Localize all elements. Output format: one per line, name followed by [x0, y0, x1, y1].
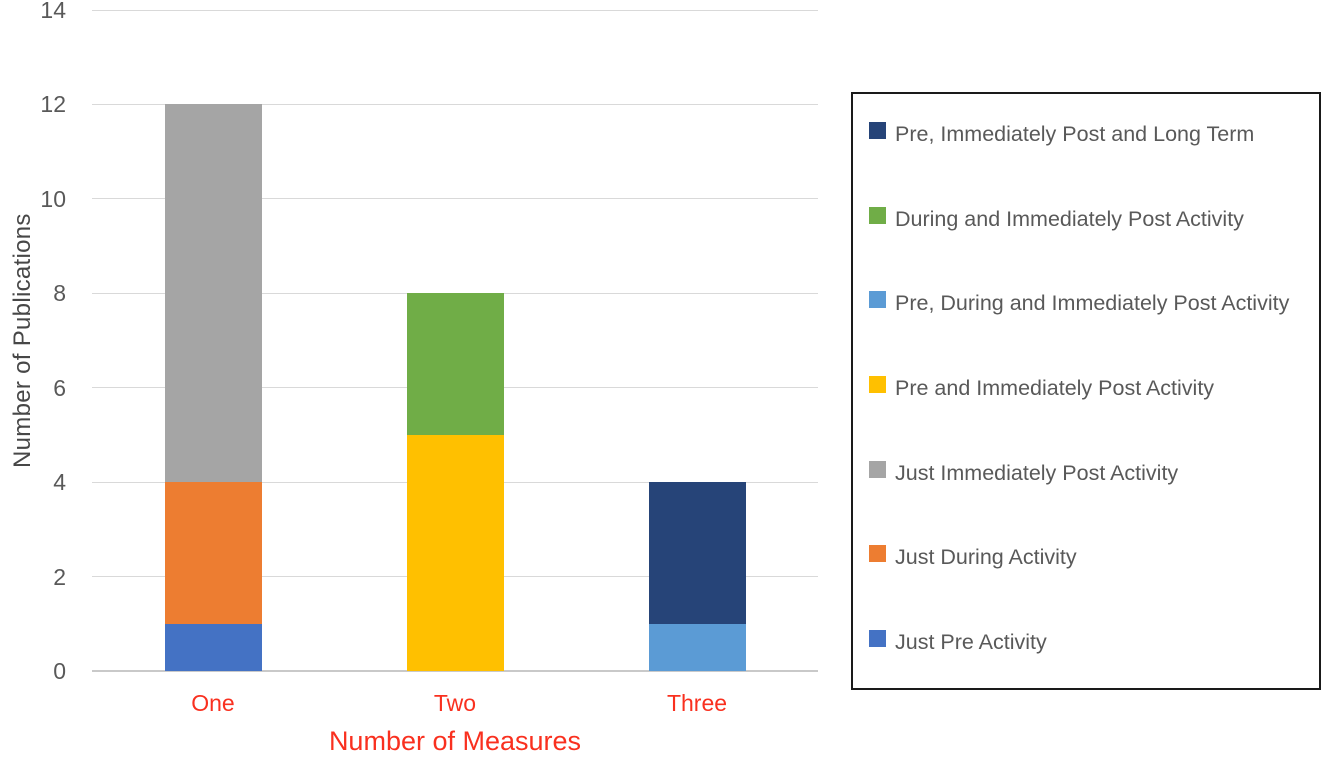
legend-item: Pre, Immediately Post and Long Term	[869, 118, 1311, 150]
bar-segment	[648, 623, 746, 671]
bar-segment	[406, 434, 504, 671]
legend-item-label: Pre and Immediately Post Activity	[895, 375, 1215, 400]
bar-segment	[406, 293, 504, 435]
legend-item: Pre and Immediately Post Activity	[869, 372, 1311, 404]
legend-item: During and Immediately Post Activity	[869, 203, 1311, 235]
y-tick-label-6: 6	[53, 374, 66, 401]
legend-swatch-icon	[869, 206, 886, 224]
x-tick-label-two: Two	[433, 690, 477, 716]
legend-swatch-icon	[869, 122, 886, 139]
legend-swatch-icon	[869, 291, 886, 309]
bar-segment	[164, 104, 262, 483]
legend-item-label: Just Pre Activity	[895, 629, 1047, 654]
legend-item-label: Just Immediately Post Activity	[895, 460, 1179, 485]
y-tick-label-2: 2	[53, 563, 66, 590]
x-tick-label-one: One	[191, 690, 235, 716]
legend-item-label: Pre, During and Immediately Post Activit…	[895, 291, 1290, 316]
legend-item: Just Immediately Post Activity	[869, 457, 1311, 489]
legend-swatch-icon	[869, 375, 886, 393]
y-tick-label-14: 14	[40, 0, 66, 23]
legend-item-label: Pre, Immediately Post and Long Term	[895, 122, 1255, 146]
y-tick-label-12: 12	[40, 91, 66, 118]
gridline-10	[92, 198, 818, 200]
legend-item-label: During and Immediately Post Activity	[895, 206, 1244, 231]
gridline-12	[92, 103, 818, 105]
y-tick-label-8: 8	[53, 280, 66, 307]
x-axis-title: Number of Measures	[328, 726, 582, 756]
legend-item-label: Just During Activity	[895, 545, 1077, 570]
legend-swatch-icon	[869, 460, 886, 478]
legend-swatch-icon	[869, 629, 886, 647]
legend-item: Just During Activity	[869, 541, 1311, 573]
y-tick-label-10: 10	[40, 185, 66, 212]
bar-segment	[648, 482, 746, 624]
y-tick-label-0: 0	[53, 658, 66, 684]
gridline-14	[92, 9, 818, 11]
x-tick-label-three: Three	[666, 690, 728, 716]
y-tick-label-4: 4	[53, 469, 66, 496]
bar-segment	[164, 482, 262, 624]
legend-item: Just Pre Activity	[869, 626, 1311, 658]
legend-item: Pre, During and Immediately Post Activit…	[869, 287, 1311, 319]
legend-swatch-icon	[869, 545, 886, 563]
legend-box: Pre, Immediately Post and Long Term Durin…	[851, 92, 1321, 690]
bar-segment	[164, 623, 262, 671]
gridline-0	[92, 670, 818, 672]
